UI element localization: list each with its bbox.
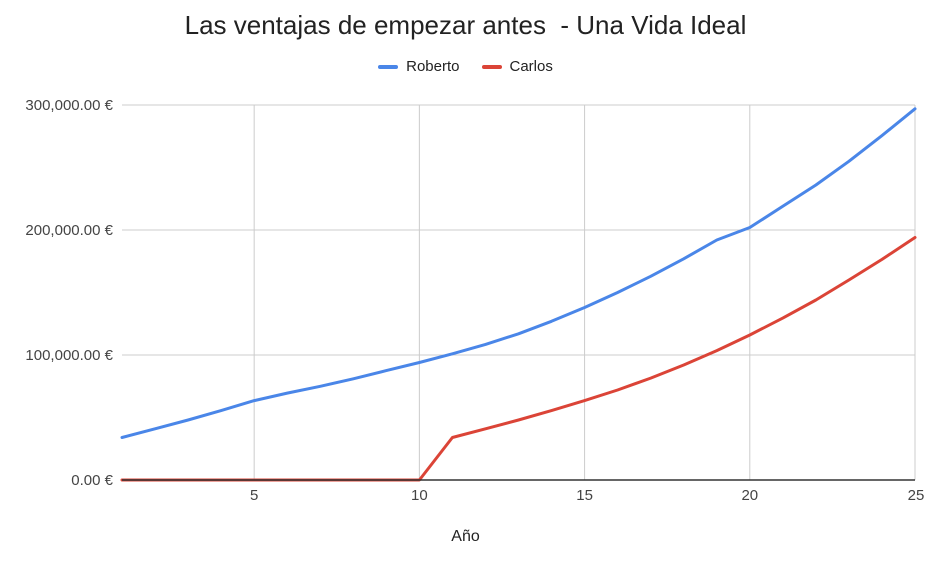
- x-axis-title: Año: [451, 528, 480, 545]
- legend-swatch-roberto: [378, 64, 399, 69]
- legend: Roberto Carlos: [0, 58, 931, 75]
- x-tick-label: 5: [250, 487, 258, 504]
- legend-item-roberto[interactable]: Roberto: [378, 58, 460, 75]
- series-layer: [120, 107, 917, 482]
- y-tick-label: 300,000.00 €: [25, 97, 113, 114]
- legend-label-roberto: Roberto: [406, 58, 460, 75]
- x-tick-label: 15: [576, 487, 593, 504]
- y-tick-label: 0.00 €: [71, 472, 113, 489]
- axis-layer: 0.00 € 100,000.00 € 200,000.00 € 300,000.00…: [25, 97, 924, 504]
- x-tick-label: 20: [741, 487, 758, 504]
- series-line-carlos[interactable]: [120, 236, 917, 482]
- x-tick-label: 10: [411, 487, 428, 504]
- y-tick-label: 200,000.00 €: [25, 222, 113, 239]
- grid-layer: [122, 104, 916, 480]
- x-tick-label: 25: [908, 487, 925, 504]
- y-tick-label: 100,000.00 €: [25, 347, 113, 364]
- legend-item-carlos[interactable]: Carlos: [481, 58, 553, 75]
- chart-title: Las ventajas de empezar antes - Una Vida…: [184, 10, 747, 40]
- legend-swatch-carlos: [481, 64, 502, 69]
- series-line-roberto[interactable]: [120, 107, 917, 439]
- legend-label-carlos: Carlos: [509, 58, 553, 75]
